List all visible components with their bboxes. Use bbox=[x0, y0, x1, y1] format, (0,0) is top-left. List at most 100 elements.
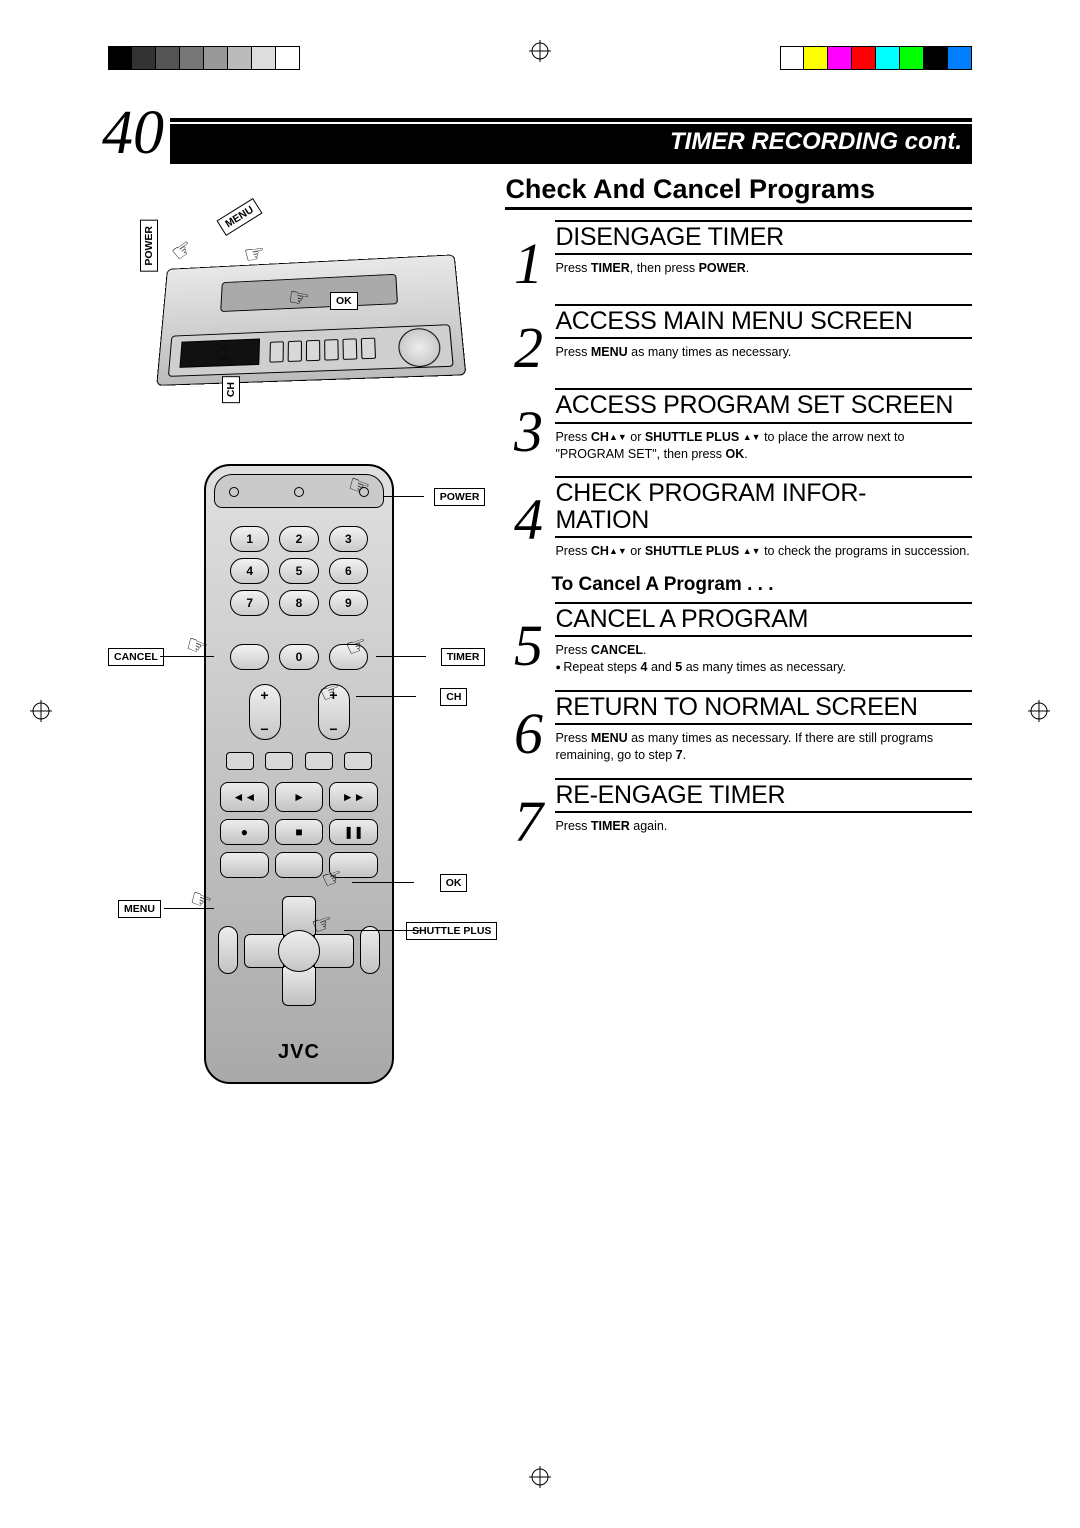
registration-swatch bbox=[828, 46, 852, 70]
registration-swatch bbox=[900, 46, 924, 70]
remote-key-6: 6 bbox=[329, 558, 368, 584]
step-title: RE-ENGAGE TIMER bbox=[555, 778, 972, 813]
vcr-jog-dial bbox=[397, 327, 442, 367]
remote-label-power: POWER bbox=[434, 488, 486, 506]
vcr-label-ok: OK bbox=[330, 292, 358, 310]
remote-key-7: 7 bbox=[230, 590, 269, 616]
step-title: ACCESS MAIN MENU SCREEN bbox=[555, 304, 972, 339]
step-4: 4CHECK PROGRAM INFOR-MATION Press CH▲▼ or… bbox=[505, 476, 972, 559]
illustrations-column: POWER MENU OK CH ☞ ☞ ☞ ☞ 123456789 bbox=[108, 174, 505, 1154]
step-number: 5 bbox=[505, 602, 551, 676]
remote-key-5: 5 bbox=[279, 558, 318, 584]
step-title: ACCESS PROGRAM SET SCREEN bbox=[555, 388, 972, 423]
vcr-label-menu: MENU bbox=[216, 198, 262, 236]
step-3: 3ACCESS PROGRAM SET SCREENPress CH▲▼ or … bbox=[505, 388, 972, 462]
ffwd-button: ►► bbox=[329, 782, 378, 812]
remote-rockers bbox=[230, 684, 368, 740]
step-title: CANCEL A PROGRAM bbox=[555, 602, 972, 637]
registration-swatch bbox=[228, 46, 252, 70]
step-body: RE-ENGAGE TIMER Press TIMER again. bbox=[551, 778, 972, 848]
remote-label-shuttle-plus: SHUTTLE PLUS bbox=[406, 922, 497, 940]
remote-label-menu: MENU bbox=[118, 900, 161, 918]
remote-label-timer: TIMER bbox=[441, 648, 486, 666]
step-title: DISENGAGE TIMER bbox=[555, 220, 972, 255]
step-text: Press MENU as many times as necessary. I… bbox=[555, 730, 972, 764]
remote-key-side-left bbox=[230, 644, 269, 670]
transport-row-3 bbox=[220, 852, 378, 878]
transport-row-1: ◄◄ ► ►► bbox=[220, 782, 378, 812]
vcr-label-ch: CH bbox=[222, 376, 240, 403]
step-2: 2ACCESS MAIN MENU SCREENPress MENU as ma… bbox=[505, 304, 972, 374]
remote-menu-button bbox=[218, 926, 238, 974]
header-band: 40 TIMER RECORDING cont. bbox=[108, 124, 972, 164]
page: 40 TIMER RECORDING cont. POWER MENU bbox=[108, 118, 972, 1410]
registration-swatch bbox=[876, 46, 900, 70]
sub-heading: To Cancel A Program . . . bbox=[551, 574, 972, 596]
registration-swatch bbox=[852, 46, 876, 70]
step-number: 1 bbox=[505, 220, 551, 290]
hand-icon: ☞ bbox=[166, 232, 200, 268]
stop-button: ■ bbox=[275, 819, 324, 845]
remote-vol-rocker bbox=[249, 684, 281, 740]
crop-mark-right bbox=[1028, 700, 1050, 722]
registration-swatch bbox=[948, 46, 972, 70]
remote-ok-button bbox=[278, 930, 320, 972]
registration-swatch bbox=[204, 46, 228, 70]
step-number: 7 bbox=[505, 778, 551, 848]
step-text: Press TIMER again. bbox=[555, 818, 972, 835]
registration-swatch bbox=[924, 46, 948, 70]
transport-row-2: ● ■ ❚❚ bbox=[220, 819, 378, 845]
step-text: Press CH▲▼ or SHUTTLE PLUS ▲▼ to place t… bbox=[555, 429, 972, 463]
crop-mark-left bbox=[30, 700, 52, 722]
vcr-illustration: POWER MENU OK CH ☞ ☞ ☞ ☞ bbox=[108, 214, 491, 424]
step-body: DISENGAGE TIMER Press TIMER, then press P… bbox=[551, 220, 972, 290]
remote-label-ch: CH bbox=[440, 688, 467, 706]
registration-swatch bbox=[252, 46, 276, 70]
remote-illustration: 123456789 0 ◄◄ bbox=[108, 454, 491, 1154]
play-button: ► bbox=[275, 782, 324, 812]
hand-icon: ☞ bbox=[242, 238, 268, 270]
remote-logo: JVC bbox=[206, 1041, 392, 1064]
step-text: Press TIMER, then press POWER. bbox=[555, 260, 972, 277]
remote-dpad-area bbox=[206, 896, 392, 1006]
remote-body: 123456789 0 ◄◄ bbox=[204, 464, 394, 1084]
step-number: 6 bbox=[505, 690, 551, 764]
registration-swatch bbox=[180, 46, 204, 70]
registration-swatch bbox=[108, 46, 132, 70]
step-body: CHECK PROGRAM INFOR-MATION Press CH▲▼ or … bbox=[551, 476, 972, 559]
pause-button: ❚❚ bbox=[329, 819, 378, 845]
remote-key-2: 2 bbox=[279, 526, 318, 552]
step-body: RETURN TO NORMAL SCREEN Press MENU as man… bbox=[551, 690, 972, 764]
registration-swatch bbox=[132, 46, 156, 70]
registration-color-swatches bbox=[780, 46, 972, 70]
step-title: RETURN TO NORMAL SCREEN bbox=[555, 690, 972, 725]
step-text: Press CH▲▼ or SHUTTLE PLUS ▲▼ to check t… bbox=[555, 543, 972, 560]
step-title: CHECK PROGRAM INFOR-MATION bbox=[555, 476, 972, 538]
step-text: Press CANCEL.Repeat steps 4 and 5 as man… bbox=[555, 642, 972, 676]
step-number: 4 bbox=[505, 476, 551, 559]
steps-list: 1DISENGAGE TIMER Press TIMER, then press … bbox=[505, 220, 972, 848]
vcr-buttons bbox=[269, 338, 376, 363]
registration-swatch bbox=[276, 46, 300, 70]
vcr-body bbox=[156, 254, 466, 386]
step-body: ACCESS PROGRAM SET SCREEN Press CH▲▼ or S… bbox=[551, 388, 972, 462]
registration-gray-swatches bbox=[108, 46, 300, 70]
remote-key-zero: 0 bbox=[279, 644, 318, 670]
rewind-button: ◄◄ bbox=[220, 782, 269, 812]
registration-swatch bbox=[156, 46, 180, 70]
step-body: ACCESS MAIN MENU SCREENPress MENU as man… bbox=[551, 304, 972, 374]
section-title: Check And Cancel Programs bbox=[505, 174, 972, 210]
remote-key-1: 1 bbox=[230, 526, 269, 552]
registration-swatch bbox=[804, 46, 828, 70]
vcr-label-power: POWER bbox=[140, 220, 158, 272]
step-5: 5CANCEL A PROGRAM Press CANCEL.Repeat ste… bbox=[505, 602, 972, 676]
remote-mini-buttons bbox=[226, 752, 372, 770]
remote-key-9: 9 bbox=[329, 590, 368, 616]
crop-mark-top bbox=[529, 40, 551, 62]
step-7: 7RE-ENGAGE TIMER Press TIMER again. bbox=[505, 778, 972, 848]
remote-key-4: 4 bbox=[230, 558, 269, 584]
registration-swatch bbox=[780, 46, 804, 70]
remote-key-8: 8 bbox=[279, 590, 318, 616]
steps-column: Check And Cancel Programs 1DISENGAGE TIM… bbox=[505, 174, 972, 1154]
remote-transport: ◄◄ ► ►► ● ■ ❚❚ bbox=[220, 782, 378, 885]
